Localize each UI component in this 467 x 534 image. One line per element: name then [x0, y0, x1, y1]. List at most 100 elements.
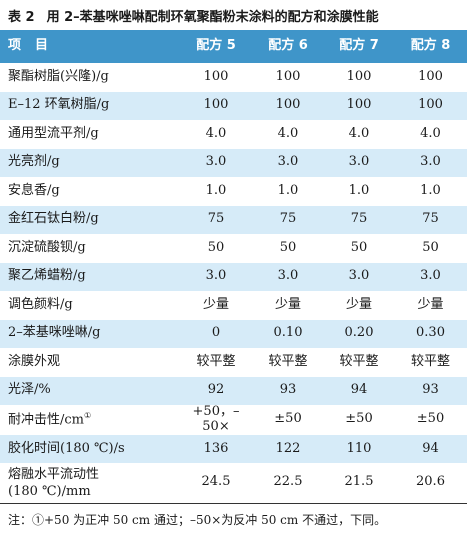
row-label: E–12 环氧树脂/g	[8, 97, 110, 113]
row-label: 安息香/g	[8, 182, 60, 198]
cell-value: 3.0	[205, 268, 227, 284]
row-label: 调色颜料/g	[8, 296, 73, 312]
row-label: 光亮剂/g	[8, 154, 60, 170]
cell-value: 0.20	[344, 325, 374, 341]
row-label: 胶化时间(180 ℃)/s	[8, 440, 125, 456]
cell-value: 75	[350, 211, 368, 227]
cell-value: 75	[422, 211, 439, 227]
cell-value: 92	[207, 382, 225, 398]
table-row: 通用型流平剂/g 4.0 4.0 4.0 4.0	[0, 120, 467, 149]
cell-value: 1.0	[420, 182, 441, 198]
table-row: 耐冲击性/cm① +50，–50× ±50 ±50 ±50	[0, 404, 467, 435]
cell-value: 少量	[274, 296, 301, 312]
table-row: 金红石钛白粉/g 75 75 75 75	[0, 205, 467, 234]
cell-value: 122	[275, 440, 301, 456]
cell-value: 1.0	[277, 182, 299, 198]
table-row: 安息香/g 1.0 1.0 1.0 1.0	[0, 177, 467, 206]
cell-value: 较平整	[196, 353, 236, 369]
table-row: 沉淀硫酸钡/g 50 50 50 50	[0, 234, 467, 263]
table-row: 2–苯基咪唑啉/g 0 0.10 0.20 0.30	[0, 319, 467, 348]
table-row: 聚乙烯蜡粉/g 3.0 3.0 3.0 3.0	[0, 262, 467, 291]
header-formula-7: 配方 7	[339, 38, 379, 54]
cell-value: 50	[422, 239, 439, 255]
table-header-row: 项目 配方 5 配方 6 配方 7 配方 8	[0, 30, 467, 63]
cell-value: 3.0	[348, 154, 370, 170]
cell-value: 50	[350, 239, 368, 255]
cell-value: 较平整	[410, 353, 450, 369]
table-row: 聚酯树脂(兴隆)/g 100 100 100 100	[0, 63, 467, 92]
row-label-line-1: 熔融水平流动性	[8, 466, 100, 482]
table-row: 涂膜外观 较平整 较平整 较平整 较平整	[0, 348, 467, 377]
cell-value: 20.6	[416, 474, 445, 490]
cell-value: 100	[275, 97, 301, 113]
cell-value: 4.0	[420, 125, 441, 141]
cell-value: 较平整	[268, 353, 308, 369]
row-label: 2–苯基咪唑啉/g	[8, 325, 101, 341]
cell-value: 100	[275, 68, 301, 84]
formulation-table: 项目 配方 5 配方 6 配方 7 配方 8 聚酯树脂(兴隆)/g 100 10…	[0, 30, 467, 502]
cell-value: 100	[418, 97, 443, 113]
cell-value: 少量	[345, 296, 372, 312]
cell-value: 3.0	[348, 268, 370, 284]
cell-value: ±50	[274, 411, 302, 427]
header-formula-6: 配方 6	[268, 38, 308, 54]
table-row: 胶化时间(180 ℃)/s 136 122 110 94	[0, 434, 467, 464]
table-footnote: 注：①+50 为正冲 50 cm 通过；–50×为反冲 50 cm 不通过，下同…	[8, 512, 387, 527]
cell-value: 1.0	[348, 182, 370, 198]
cell-value: 3.0	[205, 154, 227, 170]
cell-value: 3.0	[277, 268, 299, 284]
row-label: 耐冲击性/cm①	[0, 405, 180, 435]
table-row: 熔融水平流动性 (180 ℃)/mm 24.5 22.5 21.5 20.6	[0, 463, 467, 502]
table-caption: 表 2 用 2–苯基咪唑啉配制环氧聚酯粉末涂料的配方和涂膜性能	[8, 0, 467, 30]
cell-value: 3.0	[420, 268, 441, 284]
cell-value: +50，–50×	[192, 404, 240, 434]
table-row: 光泽/% 92 93 94 93	[0, 376, 467, 405]
row-label: 光泽/%	[8, 382, 51, 398]
table-row: 调色颜料/g 少量 少量 少量 少量	[0, 291, 467, 320]
cell-value: 21.5	[344, 474, 374, 490]
cell-value: 94	[350, 382, 368, 398]
cell-value: 50	[207, 239, 225, 255]
row-label: 沉淀硫酸钡/g	[8, 239, 86, 255]
table-title: 用 2–苯基咪唑啉配制环氧聚酯粉末涂料的配方和涂膜性能	[46, 9, 379, 25]
cell-value: 少量	[417, 296, 444, 312]
table-number: 表 2	[8, 9, 35, 25]
cell-value: 94	[422, 440, 439, 456]
cell-value: 3.0	[277, 154, 299, 170]
cell-value: 4.0	[348, 125, 370, 141]
cell-value: 100	[203, 68, 229, 84]
table-row: E–12 环氧树脂/g 100 100 100 100	[0, 91, 467, 120]
cell-value: 4.0	[277, 125, 299, 141]
footnote-mark: ①	[84, 411, 92, 421]
table-row: 光亮剂/g 3.0 3.0 3.0 3.0	[0, 148, 467, 177]
cell-value: 1.0	[205, 182, 227, 198]
cell-value: 100	[418, 68, 443, 84]
cell-value: 少量	[202, 296, 229, 312]
row-label: 聚酯树脂(兴隆)/g	[8, 68, 109, 84]
cell-value: 93	[422, 382, 439, 398]
header-formula-5: 配方 5	[196, 38, 236, 54]
row-label: 通用型流平剂/g	[8, 125, 99, 141]
cell-value: 100	[203, 97, 229, 113]
cell-value: 50	[279, 239, 297, 255]
cell-value: 较平整	[339, 353, 379, 369]
cell-value: 3.0	[420, 154, 441, 170]
header-formula-8: 配方 8	[410, 38, 451, 54]
cell-value: 110	[346, 440, 372, 456]
row-label: 涂膜外观	[8, 353, 61, 369]
cell-value: 93	[279, 382, 297, 398]
table-bottom-rule	[0, 503, 467, 504]
cell-value: ±50	[416, 411, 445, 427]
cell-value: 24.5	[201, 474, 231, 490]
cell-value: 100	[346, 97, 372, 113]
cell-value: 0.10	[273, 325, 303, 341]
cell-value: 0	[211, 325, 221, 341]
row-label: 熔融水平流动性 (180 ℃)/mm	[0, 463, 180, 502]
header-item: 项目	[8, 38, 63, 54]
cell-value: ±50	[345, 411, 373, 427]
cell-value: 4.0	[205, 125, 227, 141]
row-label-text: 耐冲击性/cm	[8, 412, 84, 428]
row-label: 聚乙烯蜡粉/g	[8, 268, 86, 284]
cell-value: 0.30	[416, 325, 445, 341]
